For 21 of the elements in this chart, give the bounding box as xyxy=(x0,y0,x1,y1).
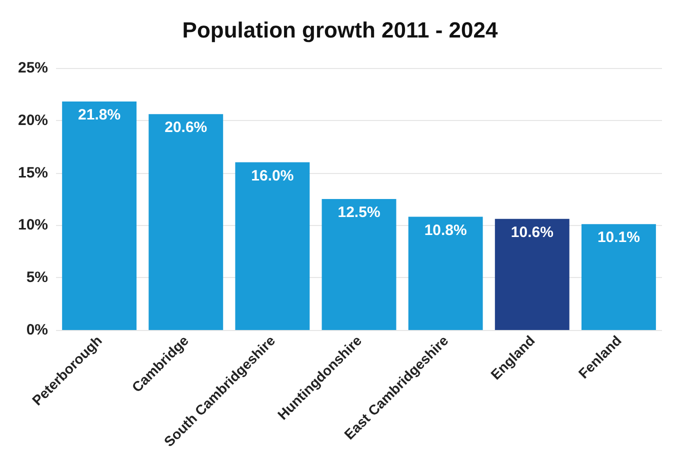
bar xyxy=(62,102,137,330)
y-tick-label: 10% xyxy=(18,216,48,234)
bar xyxy=(581,224,656,330)
chart-title: Population growth 2011 - 2024 xyxy=(182,18,498,42)
bar xyxy=(494,218,570,330)
bar xyxy=(322,198,396,330)
data-label: 10.1% xyxy=(597,229,640,246)
bar xyxy=(408,216,483,330)
bar xyxy=(235,162,310,330)
data-label: 16.0% xyxy=(251,167,294,184)
data-label: 12.5% xyxy=(338,204,380,221)
y-tick-label: 20% xyxy=(18,112,48,129)
data-label: 20.6% xyxy=(164,119,208,136)
y-tick-label: 25% xyxy=(18,60,48,76)
data-label: 10.6% xyxy=(510,224,554,241)
y-tick-label: 15% xyxy=(18,164,48,182)
y-tick-label: 5% xyxy=(26,269,48,286)
bar xyxy=(148,114,224,330)
data-label: 10.8% xyxy=(424,222,467,239)
y-tick-label: 0% xyxy=(26,321,48,338)
data-label: 21.8% xyxy=(78,106,121,124)
